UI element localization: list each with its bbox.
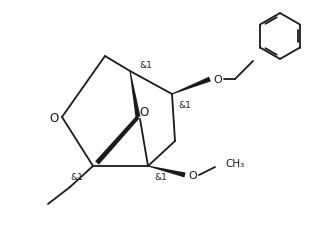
- Polygon shape: [148, 166, 185, 178]
- Text: O: O: [139, 105, 149, 118]
- Text: O: O: [213, 75, 223, 85]
- Polygon shape: [95, 116, 139, 165]
- Text: CH₃: CH₃: [225, 158, 244, 168]
- Text: &1: &1: [71, 173, 83, 182]
- Polygon shape: [129, 72, 140, 118]
- Text: &1: &1: [139, 60, 152, 69]
- Polygon shape: [172, 77, 211, 95]
- Text: O: O: [189, 170, 197, 180]
- Text: O: O: [49, 111, 59, 124]
- Text: &1: &1: [179, 100, 192, 109]
- Text: &1: &1: [155, 173, 167, 182]
